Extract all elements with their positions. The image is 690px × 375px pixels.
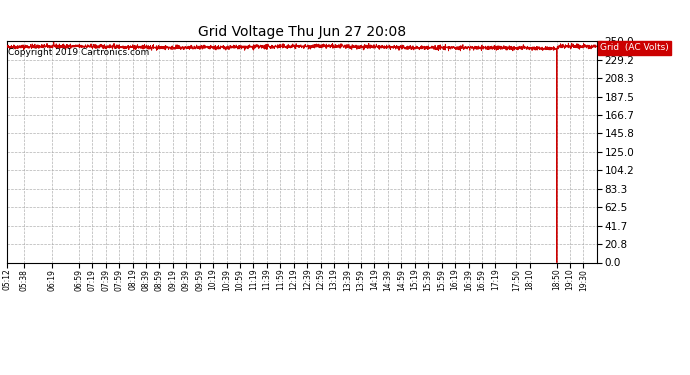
Text: Copyright 2019 Cartronics.com: Copyright 2019 Cartronics.com [8, 48, 149, 57]
Text: Grid  (AC Volts): Grid (AC Volts) [600, 44, 669, 52]
Title: Grid Voltage Thu Jun 27 20:08: Grid Voltage Thu Jun 27 20:08 [198, 25, 406, 39]
